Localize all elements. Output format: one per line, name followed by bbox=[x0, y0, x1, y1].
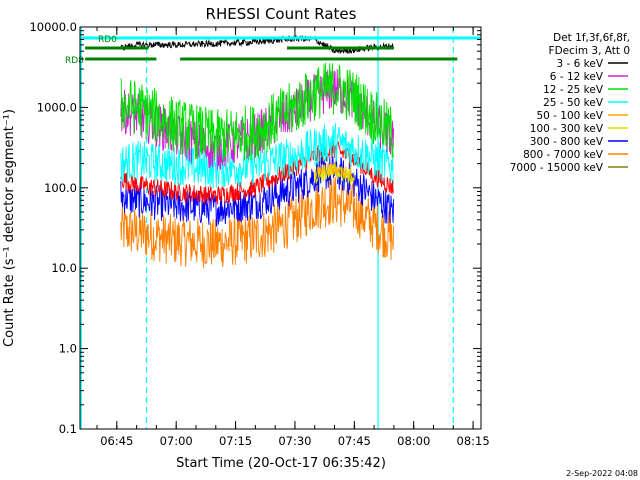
plot-frame bbox=[79, 26, 482, 430]
footer-date: 2-Sep-2022 04:08 bbox=[566, 469, 638, 478]
legend-entry-label: 3 - 6 keV bbox=[556, 58, 603, 70]
y-tick-label: 1000.0 bbox=[37, 100, 77, 114]
series-line-6-12-kev bbox=[120, 69, 395, 170]
series-line-3-6-kev bbox=[120, 34, 395, 54]
y-tick-label: 100.0 bbox=[44, 181, 77, 195]
legend-header-line: Det 1f,3f,6f,8f, bbox=[553, 32, 630, 44]
legend-entry-label: 6 - 12 keV bbox=[550, 71, 604, 83]
x-tick-label: 07:30 bbox=[278, 434, 311, 448]
legend-entry-label: 300 - 800 keV bbox=[530, 136, 604, 148]
chart-title: RHESSI Count Rates bbox=[206, 5, 357, 23]
legend-header-line: FDecim 3, Att 0 bbox=[549, 45, 630, 57]
x-tick-label: 06:45 bbox=[100, 434, 133, 448]
legend-entry-label: 800 - 7000 keV bbox=[523, 149, 604, 161]
x-axis-label: Start Time (20-Oct-17 06:35:42) bbox=[176, 456, 386, 471]
legend-entry-label: 12 - 25 keV bbox=[543, 84, 604, 96]
plot-area: RD0 RD8 bbox=[65, 27, 481, 429]
y-axis-label: Count Rate (s⁻¹ detector segment⁻¹) bbox=[2, 109, 17, 347]
x-tick-label: 08:00 bbox=[397, 434, 430, 448]
y-tick-label: 10.0 bbox=[51, 261, 77, 275]
series-line-100-300-kev bbox=[314, 164, 355, 185]
x-tick-label: 08:15 bbox=[457, 434, 490, 448]
series-line-12-25-kev bbox=[120, 62, 395, 163]
x-tick-label: 07:15 bbox=[219, 434, 252, 448]
y-tick-label: 0.1 bbox=[59, 422, 77, 436]
legend-entry-label: 100 - 300 keV bbox=[530, 123, 604, 135]
legend-entry-label: 7000 - 15000 keV bbox=[510, 162, 604, 174]
legend-entry-label: 50 - 100 keV bbox=[536, 110, 603, 122]
legend: Det 1f,3f,6f,8f,FDecim 3, Att 03 - 6 keV… bbox=[510, 32, 630, 174]
state-bar-label-rd0: RD0 bbox=[98, 35, 117, 45]
y-tick-label: 10000.0 bbox=[29, 20, 77, 34]
y-tick-label: 1.0 bbox=[59, 342, 77, 356]
x-tick-label: 07:00 bbox=[160, 434, 193, 448]
axes: 0.1 1.0 10.0 100.0 1000.0 10000.0 06:45 07:00 07… bbox=[29, 20, 489, 448]
series-line-unlabeled bbox=[120, 140, 395, 205]
legend-entry-label: 25 - 50 keV bbox=[543, 97, 604, 109]
x-tick-label: 07:45 bbox=[338, 434, 371, 448]
state-bar-label-rd8: RD8 bbox=[65, 56, 84, 66]
